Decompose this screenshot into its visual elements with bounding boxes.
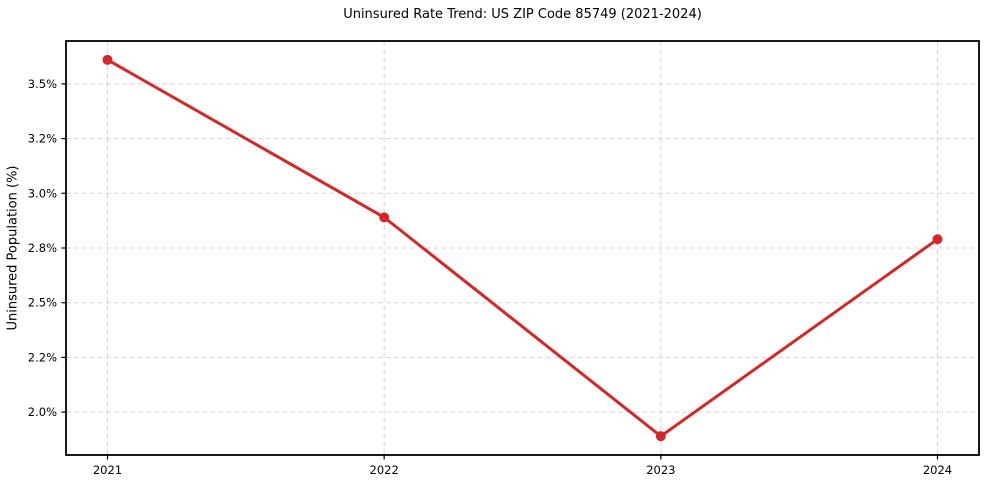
x-tick-label: 2023 <box>646 463 675 477</box>
trend-line <box>106 58 939 438</box>
y-tick-label: 2.8% <box>28 241 57 255</box>
x-tick-label: 2021 <box>93 463 122 477</box>
x-tick-label: 2024 <box>923 463 952 477</box>
data-point <box>932 234 943 245</box>
chart-title: Uninsured Rate Trend: US ZIP Code 85749 … <box>343 7 702 22</box>
y-tick-label: 3.0% <box>28 186 57 200</box>
y-tick-label: 3.2% <box>28 132 57 146</box>
y-tick-label: 2.2% <box>28 350 57 364</box>
x-tick-label: 2022 <box>370 463 399 477</box>
data-point <box>379 212 390 223</box>
y-tick-label: 2.0% <box>28 405 57 419</box>
y-tick-label: 3.5% <box>28 77 57 91</box>
data-point <box>102 54 113 65</box>
plot-border <box>65 40 980 456</box>
data-point <box>655 431 666 442</box>
y-tick-label: 2.5% <box>28 296 57 310</box>
